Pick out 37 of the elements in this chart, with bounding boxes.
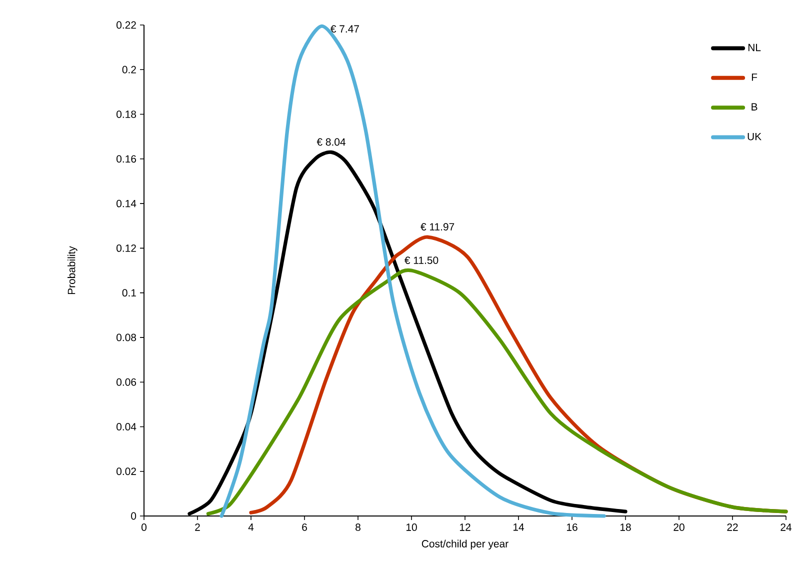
x-tick-label: 18 — [620, 524, 631, 531]
x-tick-label: 20 — [674, 524, 684, 531]
x-tick-label: 6 — [302, 524, 307, 531]
line-series — [220, 24, 606, 518]
x-axis-title: Cost/child per year — [422, 540, 508, 550]
x-tick-label: 14 — [513, 524, 524, 531]
x-tick-label: 12 — [460, 524, 470, 531]
annotation: € 7.47 — [330, 25, 359, 33]
y-tick-label: 0.12 — [116, 244, 136, 252]
x-tick-label: 16 — [566, 524, 578, 531]
y-tick-label: 0 — [131, 512, 136, 520]
x-tick-label: 0 — [142, 524, 146, 531]
x-tick-label: 4 — [248, 524, 254, 531]
legend-label: UK — [748, 132, 762, 140]
annotation: € 8.04 — [316, 138, 346, 146]
y-tick-label: 0.04 — [116, 423, 136, 430]
legend-label: B — [752, 103, 758, 110]
x-tick-label: 2 — [195, 524, 200, 531]
y-tick-label: 0.16 — [116, 155, 136, 163]
y-tick-label: 0.18 — [116, 110, 136, 118]
y-tick-label: 0.2 — [122, 66, 136, 74]
legend-label: NL — [748, 44, 761, 52]
x-tick-label: 10 — [406, 524, 417, 531]
y-tick-label: 0.14 — [116, 200, 136, 208]
legend-label: F — [752, 74, 758, 81]
y-tick-label: 0.06 — [116, 378, 136, 386]
line-series — [206, 268, 788, 516]
x-tick-label: 22 — [727, 524, 738, 531]
x-tick-label: 24 — [780, 524, 792, 531]
y-tick-label: 0.22 — [116, 21, 136, 29]
y-axis-title: Probability — [68, 246, 78, 294]
annotation: € 11.97 — [420, 223, 454, 231]
annotation: € 11.50 — [404, 256, 438, 264]
y-tick-label: 0.1 — [122, 289, 136, 297]
y-tick-label: 0.02 — [116, 468, 136, 476]
x-tick-label: 8 — [356, 524, 360, 531]
y-tick-label: 0.08 — [116, 334, 136, 342]
